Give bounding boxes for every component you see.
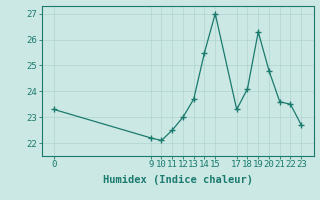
X-axis label: Humidex (Indice chaleur): Humidex (Indice chaleur)	[103, 175, 252, 185]
